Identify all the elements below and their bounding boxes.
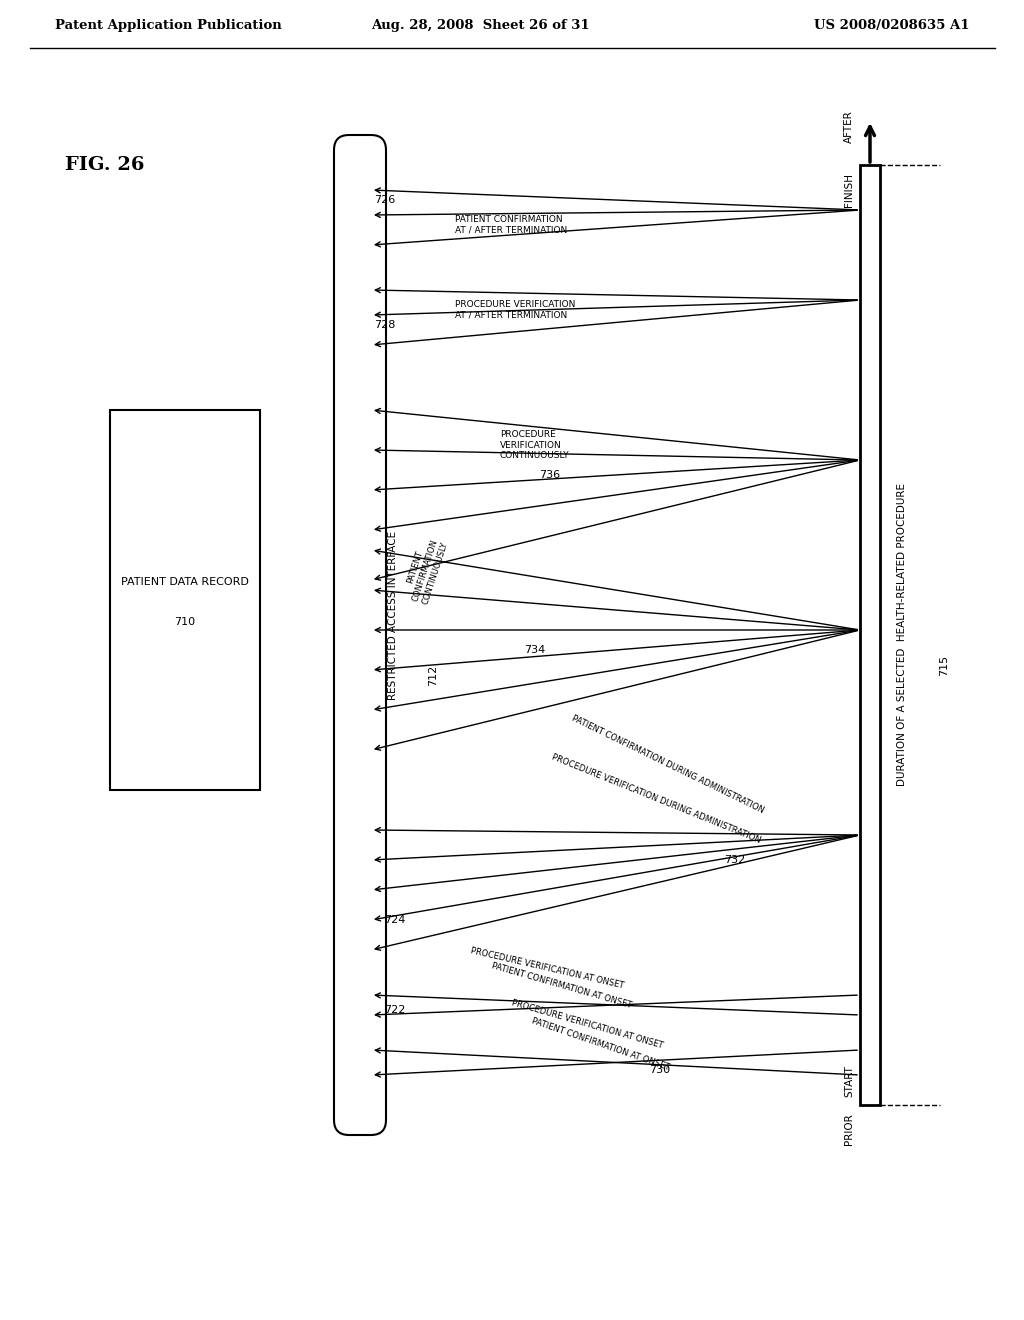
Text: 710: 710 [174,616,196,627]
Text: Patent Application Publication: Patent Application Publication [55,18,282,32]
Text: PROCEDURE VERIFICATION
AT / AFTER TERMINATION: PROCEDURE VERIFICATION AT / AFTER TERMIN… [455,300,575,319]
FancyBboxPatch shape [110,411,260,789]
Text: Aug. 28, 2008  Sheet 26 of 31: Aug. 28, 2008 Sheet 26 of 31 [371,18,590,32]
Text: PATIENT CONFIRMATION
AT / AFTER TERMINATION: PATIENT CONFIRMATION AT / AFTER TERMINAT… [455,215,567,235]
Text: FIG. 26: FIG. 26 [65,156,144,174]
Text: PRIOR: PRIOR [844,1113,854,1144]
Bar [860,165,880,1105]
Text: PATIENT CONFIRMATION AT ONSET: PATIENT CONFIRMATION AT ONSET [530,1016,671,1072]
Text: PATIENT CONFIRMATION DURING ADMINISTRATION: PATIENT CONFIRMATION DURING ADMINISTRATI… [570,714,765,814]
Text: AFTER: AFTER [844,110,854,143]
Text: PROCEDURE VERIFICATION AT ONSET: PROCEDURE VERIFICATION AT ONSET [510,998,664,1049]
Text: PATIENT DATA RECORD: PATIENT DATA RECORD [121,577,249,587]
Text: PATIENT
CONFIRMATION
CONTINUOUSLY: PATIENT CONFIRMATION CONTINUOUSLY [400,535,450,606]
Text: 730: 730 [649,1065,671,1074]
Text: 724: 724 [384,915,406,925]
Text: RESTRICTED ACCESS INTERFACE: RESTRICTED ACCESS INTERFACE [388,531,398,700]
Text: US 2008/0208635 A1: US 2008/0208635 A1 [814,18,970,32]
Text: 715: 715 [939,655,949,676]
Text: 734: 734 [524,645,546,655]
Text: FINISH: FINISH [844,173,854,207]
Text: PROCEDURE VERIFICATION AT ONSET: PROCEDURE VERIFICATION AT ONSET [470,946,626,990]
Text: 722: 722 [384,1005,406,1015]
Text: 732: 732 [724,855,745,865]
Text: PROCEDURE VERIFICATION DURING ADMINISTRATION: PROCEDURE VERIFICATION DURING ADMINISTRA… [550,752,762,845]
Text: 712: 712 [428,664,438,685]
Text: START: START [844,1065,854,1097]
FancyBboxPatch shape [334,135,386,1135]
Text: 726: 726 [375,195,395,205]
Text: PATIENT CONFIRMATION AT ONSET: PATIENT CONFIRMATION AT ONSET [490,961,632,1010]
Text: 736: 736 [540,470,560,480]
Text: DURATION OF A SELECTED  HEALTH-RELATED PROCEDURE: DURATION OF A SELECTED HEALTH-RELATED PR… [897,483,907,787]
Text: 728: 728 [375,319,395,330]
Text: PROCEDURE
VERIFICATION
CONTINUOUSLY: PROCEDURE VERIFICATION CONTINUOUSLY [500,430,569,459]
